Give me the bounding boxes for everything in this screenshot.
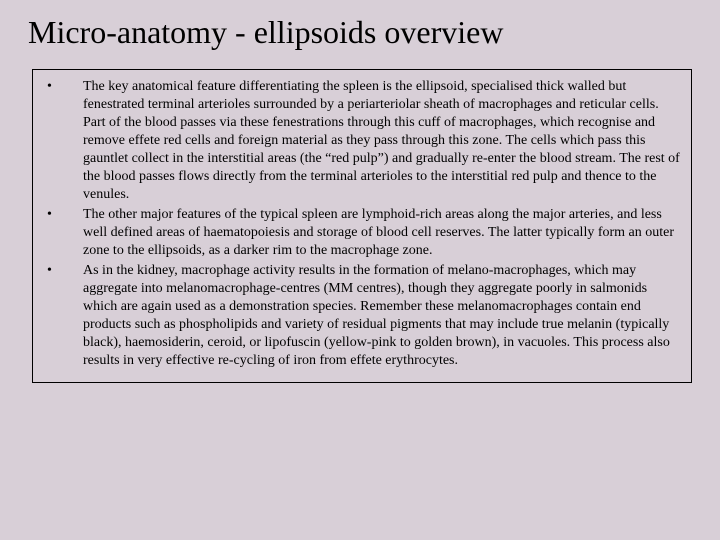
bullet-text: As in the kidney, macrophage activity re…: [83, 262, 681, 370]
bullet-text: The key anatomical feature differentiati…: [83, 78, 681, 204]
bullet-icon: •: [47, 78, 83, 96]
slide-title: Micro-anatomy - ellipsoids overview: [28, 14, 692, 51]
content-box: • The key anatomical feature differentia…: [32, 69, 692, 383]
list-item: • The other major features of the typica…: [47, 206, 681, 260]
bullet-list: • The key anatomical feature differentia…: [47, 78, 681, 370]
bullet-icon: •: [47, 262, 83, 280]
bullet-icon: •: [47, 206, 83, 224]
bullet-text: The other major features of the typical …: [83, 206, 681, 260]
slide: Micro-anatomy - ellipsoids overview • Th…: [0, 0, 720, 540]
list-item: • As in the kidney, macrophage activity …: [47, 262, 681, 370]
list-item: • The key anatomical feature differentia…: [47, 78, 681, 204]
